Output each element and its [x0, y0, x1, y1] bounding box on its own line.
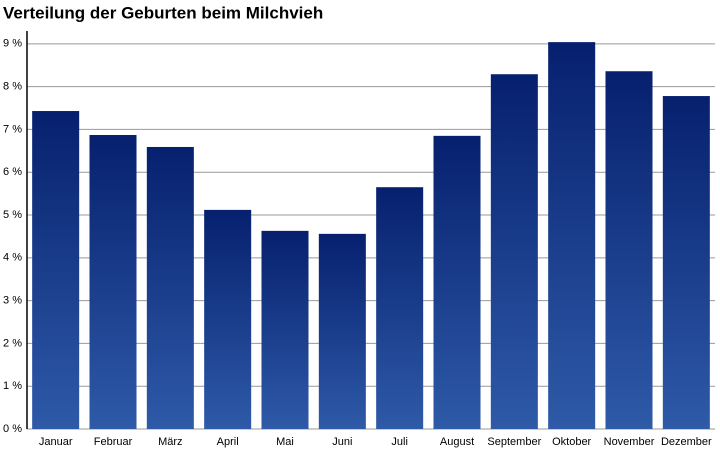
- y-tick-label: 1 %: [3, 380, 22, 392]
- bar: [605, 71, 653, 429]
- bar: [32, 111, 80, 429]
- y-tick-label: 2 %: [3, 337, 22, 349]
- bar: [146, 146, 194, 429]
- x-tick-label: Oktober: [552, 436, 591, 448]
- x-tick-label: August: [440, 436, 474, 448]
- chart-title: Verteilung der Geburten beim Milchvieh: [3, 3, 323, 22]
- bar: [204, 209, 252, 429]
- y-tick-label: 9 %: [3, 38, 22, 50]
- x-tick-label: November: [604, 436, 655, 448]
- x-tick-label: April: [217, 436, 239, 448]
- x-tick-label: Januar: [39, 436, 73, 448]
- bar: [490, 74, 538, 429]
- y-tick-label: 6 %: [3, 166, 22, 178]
- x-tick-label: September: [487, 436, 541, 448]
- x-tick-label: März: [158, 436, 182, 448]
- y-tick-label: 5 %: [3, 209, 22, 221]
- bar: [89, 134, 137, 430]
- y-tick-label: 3 %: [3, 295, 22, 307]
- bar: [548, 42, 596, 429]
- x-tick-label: Februar: [94, 436, 133, 448]
- y-tick-label: 0 %: [3, 423, 22, 435]
- bar: [433, 135, 481, 429]
- bar: [318, 233, 366, 429]
- bar: [261, 230, 309, 429]
- y-tick-label: 7 %: [3, 123, 22, 135]
- bar: [662, 96, 710, 429]
- y-tick-label: 8 %: [3, 81, 22, 93]
- y-tick-label: 4 %: [3, 252, 22, 264]
- x-tick-label: Mai: [276, 436, 294, 448]
- bar: [376, 187, 424, 429]
- x-tick-label: Dezember: [661, 436, 712, 448]
- x-tick-label: Juni: [332, 436, 352, 448]
- x-tick-label: Juli: [391, 436, 408, 448]
